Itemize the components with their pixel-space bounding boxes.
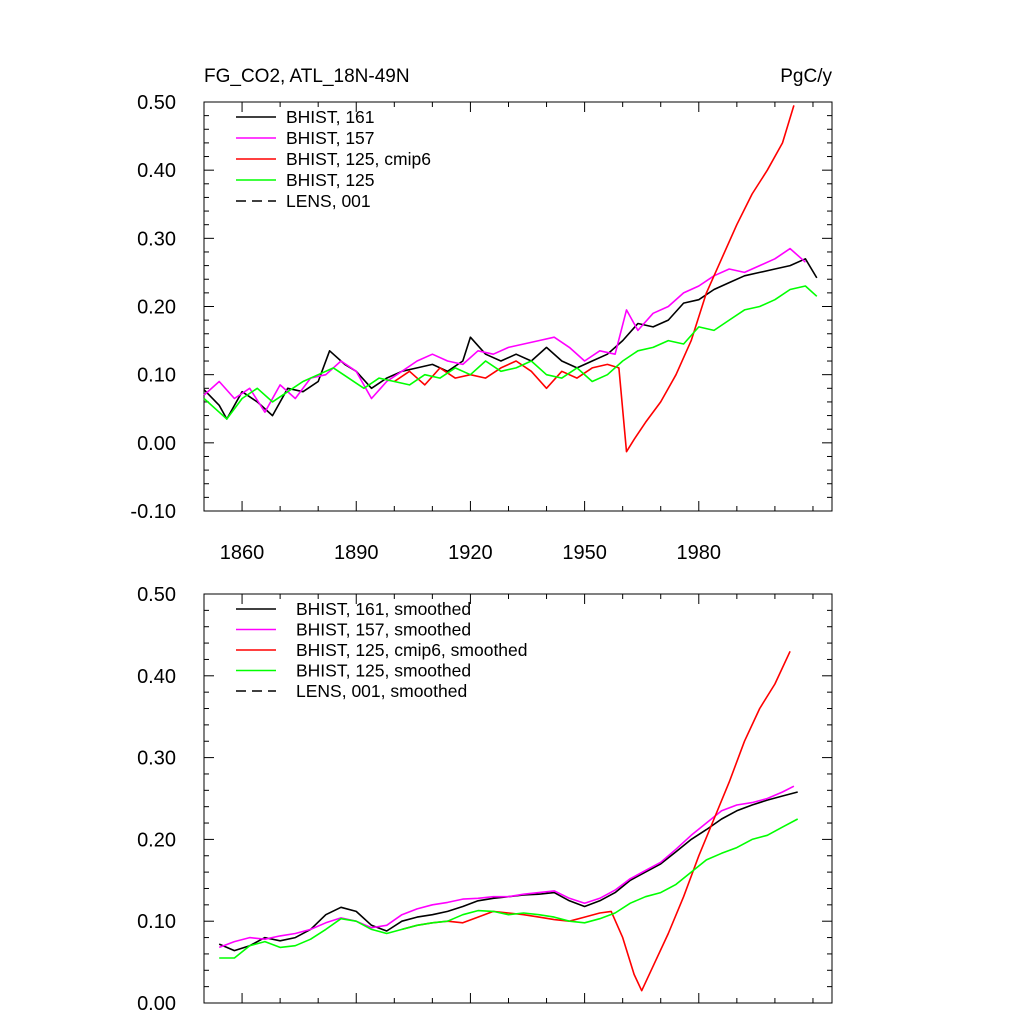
legend-label: BHIST, 125 bbox=[286, 170, 375, 190]
legend-label: LENS, 001, smoothed bbox=[296, 681, 467, 701]
chart-title: FG_CO2, ATL_18N-49N bbox=[204, 66, 410, 87]
y-tick-label: 0.50 bbox=[137, 584, 176, 606]
series-line bbox=[203, 258, 818, 420]
series-line bbox=[218, 785, 795, 949]
y-tick-label: 0.30 bbox=[137, 748, 176, 770]
y-tick-label: 0.10 bbox=[137, 365, 176, 387]
y-tick-label: 0.00 bbox=[137, 993, 176, 1015]
legend-label: BHIST, 125, cmip6, smoothed bbox=[296, 640, 528, 660]
y-tick-label: 0.10 bbox=[137, 911, 176, 933]
x-tick-label: 1920 bbox=[448, 542, 493, 564]
y-tick-label: 0.20 bbox=[137, 829, 176, 851]
legend-label: BHIST, 161, smoothed bbox=[296, 599, 471, 619]
legend-label: BHIST, 125, smoothed bbox=[296, 661, 471, 681]
bottom-chart-panel: 0.00 0.10 0.20 0.30 0.40 0.50 BHIST, 161, smoo… bbox=[137, 584, 833, 1015]
x-tick-label: 1980 bbox=[677, 542, 722, 564]
x-tick-label: 1950 bbox=[562, 542, 607, 564]
x-tick-label: 1890 bbox=[334, 542, 379, 564]
y-tick-label: 0.30 bbox=[137, 228, 176, 250]
series-line bbox=[203, 285, 818, 420]
series-line bbox=[401, 650, 791, 992]
legend-label: BHIST, 157, smoothed bbox=[296, 620, 471, 640]
series-line bbox=[203, 247, 806, 413]
series-line bbox=[218, 791, 798, 952]
legend-label: BHIST, 157 bbox=[286, 128, 375, 148]
units-label: PgC/y bbox=[780, 66, 832, 87]
y-tick-label: 0.40 bbox=[137, 160, 176, 182]
y-tick-label: 0.20 bbox=[137, 297, 176, 319]
y-tick-label: 0.00 bbox=[137, 433, 176, 455]
x-tick-label: 1860 bbox=[220, 542, 265, 564]
legend-label: BHIST, 161 bbox=[286, 107, 375, 127]
plot-frame bbox=[203, 593, 833, 1004]
top-chart-panel: -0.10 0.00 0.10 0.20 0.30 0.40 0.50 1860 1890 192… bbox=[130, 66, 833, 564]
y-tick-label: 0.50 bbox=[137, 92, 176, 114]
series-line bbox=[393, 105, 795, 453]
y-tick-label: 0.40 bbox=[137, 666, 176, 688]
legend-label: LENS, 001 bbox=[286, 191, 371, 211]
y-tick-label: -0.10 bbox=[130, 501, 176, 523]
legend-label: BHIST, 125, cmip6 bbox=[286, 149, 431, 169]
series-line bbox=[219, 818, 799, 959]
